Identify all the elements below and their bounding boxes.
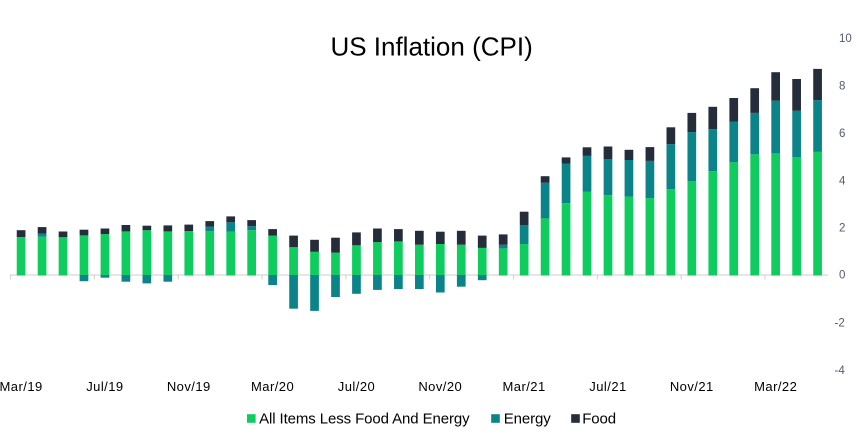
svg-text:All Items Less Food And Energy: All Items Less Food And Energy (259, 411, 470, 428)
svg-text:Nov/21: Nov/21 (670, 379, 714, 394)
svg-text:Energy: Energy (504, 411, 552, 428)
svg-text:0: 0 (839, 270, 845, 282)
svg-text:10: 10 (839, 33, 852, 45)
svg-text:6: 6 (839, 128, 845, 140)
svg-text:Mar/19: Mar/19 (0, 379, 43, 394)
svg-text:US Inflation (CPI): US Inflation (CPI) (330, 31, 532, 61)
svg-text:2: 2 (839, 223, 845, 235)
svg-text:Jul/19: Jul/19 (86, 379, 123, 394)
svg-text:-4: -4 (835, 365, 846, 377)
svg-text:Nov/19: Nov/19 (167, 379, 211, 394)
svg-text:Jul/21: Jul/21 (589, 379, 626, 394)
svg-text:4: 4 (839, 175, 846, 187)
svg-text:Food: Food (582, 411, 616, 428)
svg-text:Jul/20: Jul/20 (338, 379, 375, 394)
svg-text:Mar/20: Mar/20 (251, 379, 294, 394)
svg-text:Mar/21: Mar/21 (503, 379, 546, 394)
svg-text:Mar/22: Mar/22 (754, 379, 797, 394)
svg-text:8: 8 (839, 81, 845, 93)
svg-text:-2: -2 (835, 318, 845, 330)
svg-text:Nov/20: Nov/20 (418, 379, 462, 394)
